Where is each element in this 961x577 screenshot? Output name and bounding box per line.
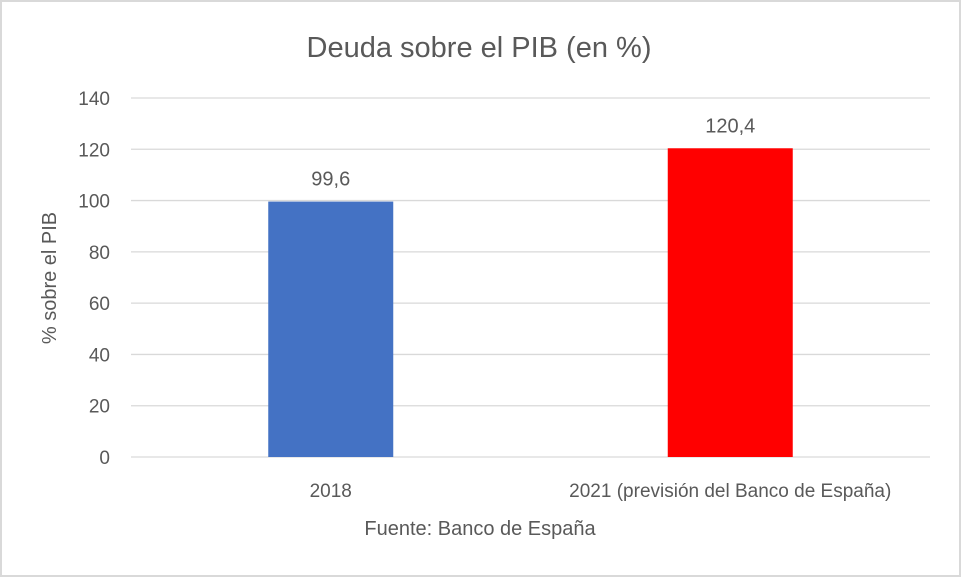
y-tick-label: 20	[89, 397, 110, 418]
y-tick-label: 40	[89, 345, 110, 366]
data-label: 120,4	[705, 115, 755, 137]
data-label: 99,6	[311, 169, 350, 191]
x-tick-label: 2018	[310, 481, 352, 502]
x-tick-label: 2021 (previsión del Banco de España)	[569, 481, 891, 502]
y-tick-label: 120	[78, 140, 110, 161]
bar	[667, 148, 793, 457]
chart-title: Deuda sobre el PIB (en %)	[307, 32, 652, 64]
y-tick-label: 80	[89, 243, 110, 264]
y-tick-label: 60	[89, 294, 110, 315]
x-axis-label: Fuente: Banco de España	[364, 518, 596, 540]
y-tick-label: 140	[78, 89, 110, 110]
y-tick-label: 0	[99, 448, 110, 469]
bar	[268, 201, 394, 457]
y-tick-label: 100	[78, 192, 110, 213]
y-axis-label: % sobre el PIB	[39, 212, 61, 344]
